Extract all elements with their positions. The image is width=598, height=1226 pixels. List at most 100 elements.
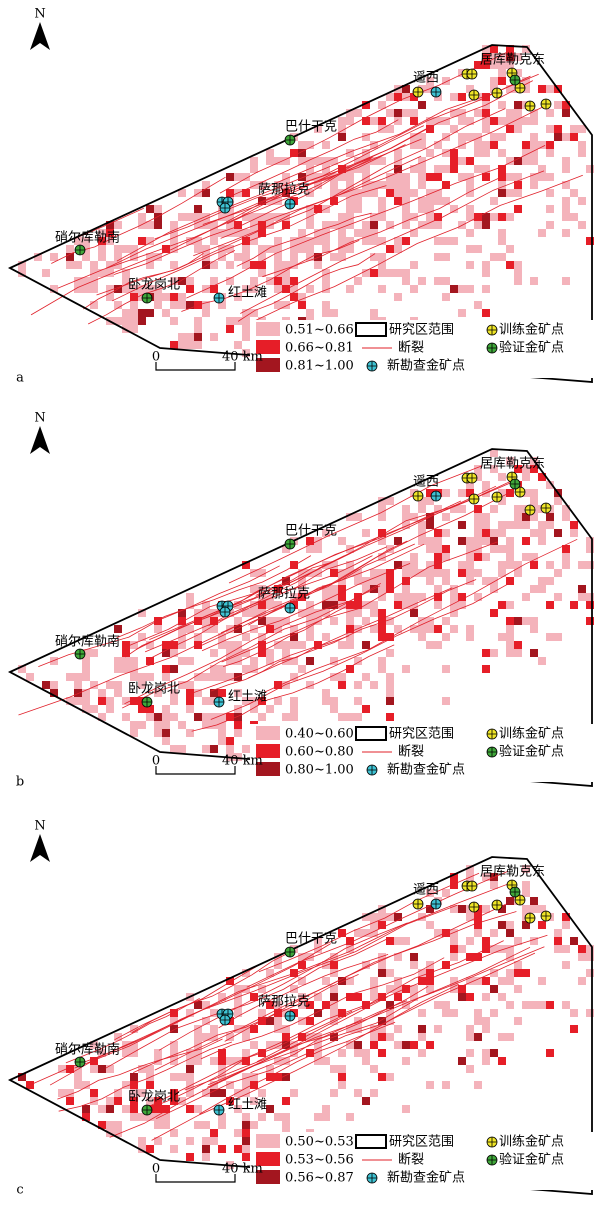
raster-cell: [282, 1121, 290, 1129]
scale-distance: 40 km: [222, 350, 263, 365]
raster-cell: [186, 341, 194, 349]
raster-cell: [506, 173, 514, 181]
raster-cell: [546, 125, 554, 133]
raster-cell: [386, 109, 394, 117]
raster-cell: [378, 625, 386, 633]
legend-label: 0.80~1.00: [285, 763, 354, 778]
raster-cell: [410, 513, 418, 521]
raster-cell: [482, 553, 490, 561]
raster-cell: [338, 673, 346, 681]
raster-cell: [170, 745, 178, 753]
raster-cell: [570, 937, 578, 945]
raster-cell: [130, 293, 138, 301]
raster-cell: [546, 173, 554, 181]
place-name: 萨那拉克: [258, 995, 310, 1010]
raster-cell: [506, 125, 514, 133]
raster-cell: [506, 577, 514, 585]
raster-cell: [490, 117, 498, 125]
raster-cell: [386, 269, 394, 277]
raster-cell: [378, 117, 386, 125]
raster-cell: [474, 569, 482, 577]
legend-label: 0.60~0.80: [285, 745, 354, 760]
raster-cell: [346, 1113, 354, 1121]
raster-cell: [162, 729, 170, 737]
raster-cell: [458, 117, 466, 125]
raster-cell: [386, 697, 394, 705]
raster-cell: [402, 269, 410, 277]
raster-cell: [170, 261, 178, 269]
raster-cell: [426, 1041, 434, 1049]
raster-cell: [74, 261, 82, 269]
raster-cell: [466, 157, 474, 165]
raster-cell: [370, 601, 378, 609]
raster-cell: [170, 1057, 178, 1065]
raster-cell: [162, 673, 170, 681]
raster-cell: [218, 673, 226, 681]
raster-cell: [290, 1089, 298, 1097]
raster-cell: [578, 141, 586, 149]
raster-cell: [538, 141, 546, 149]
raster-cell: [562, 133, 570, 141]
raster-cell: [514, 157, 522, 165]
raster-cell: [210, 1089, 218, 1097]
raster-cell: [530, 617, 538, 625]
map-panel: 遥西居库勒克东巴什干克萨那拉克硝尔库勒南卧龙岗北红土滩Na0.51~0.660.…: [0, 0, 598, 404]
raster-cell: [122, 665, 130, 673]
raster-cell: [98, 245, 106, 253]
raster-cell: [314, 545, 322, 553]
raster-cell: [114, 625, 122, 633]
raster-cell: [26, 673, 34, 681]
raster-cell: [194, 205, 202, 213]
raster-cell: [474, 1033, 482, 1041]
raster-cell: [186, 705, 194, 713]
raster-cell: [570, 1009, 578, 1017]
raster-cell: [290, 253, 298, 261]
raster-cell: [506, 641, 514, 649]
raster-cell: [194, 333, 202, 341]
raster-cell: [394, 993, 402, 1001]
raster-cell: [314, 1041, 322, 1049]
raster-cell: [186, 285, 194, 293]
raster-cell: [498, 101, 506, 109]
raster-cell: [394, 293, 402, 301]
raster-cell: [530, 497, 538, 505]
raster-cell: [482, 1017, 490, 1025]
raster-cell: [354, 1049, 362, 1057]
raster-cell: [426, 213, 434, 221]
raster-cell: [178, 657, 186, 665]
legend-label: 0.51~0.66: [285, 323, 354, 338]
raster-cell: [202, 1137, 210, 1145]
raster-cell: [378, 657, 386, 665]
raster-cell: [514, 521, 522, 529]
raster-cell: [370, 1089, 378, 1097]
raster-cell: [578, 561, 586, 569]
raster-cell: [218, 1049, 226, 1057]
raster-cell: [418, 181, 426, 189]
raster-cell: [338, 929, 346, 937]
raster-cell: [466, 205, 474, 213]
raster-cell: [530, 117, 538, 125]
raster-cell: [426, 149, 434, 157]
north-arrow: [30, 426, 50, 454]
raster-cell: [346, 665, 354, 673]
raster-cell: [490, 253, 498, 261]
raster-cell: [498, 521, 506, 529]
raster-cell: [466, 1049, 474, 1057]
raster-cell: [474, 513, 482, 521]
raster-cell: [514, 101, 522, 109]
raster-cell: [122, 1105, 130, 1113]
raster-cell: [482, 269, 490, 277]
raster-cell: [242, 253, 250, 261]
raster-cell: [162, 1121, 170, 1129]
raster-cell: [386, 649, 394, 657]
raster-cell: [482, 261, 490, 269]
raster-cell: [530, 529, 538, 537]
raster-cell: [90, 1097, 98, 1105]
raster-cell: [114, 1097, 122, 1105]
raster-cell: [562, 921, 570, 929]
raster-cell: [402, 985, 410, 993]
raster-cell: [514, 189, 522, 197]
raster-cell: [242, 1113, 250, 1121]
raster-cell: [394, 1025, 402, 1033]
raster-cell: [306, 285, 314, 293]
